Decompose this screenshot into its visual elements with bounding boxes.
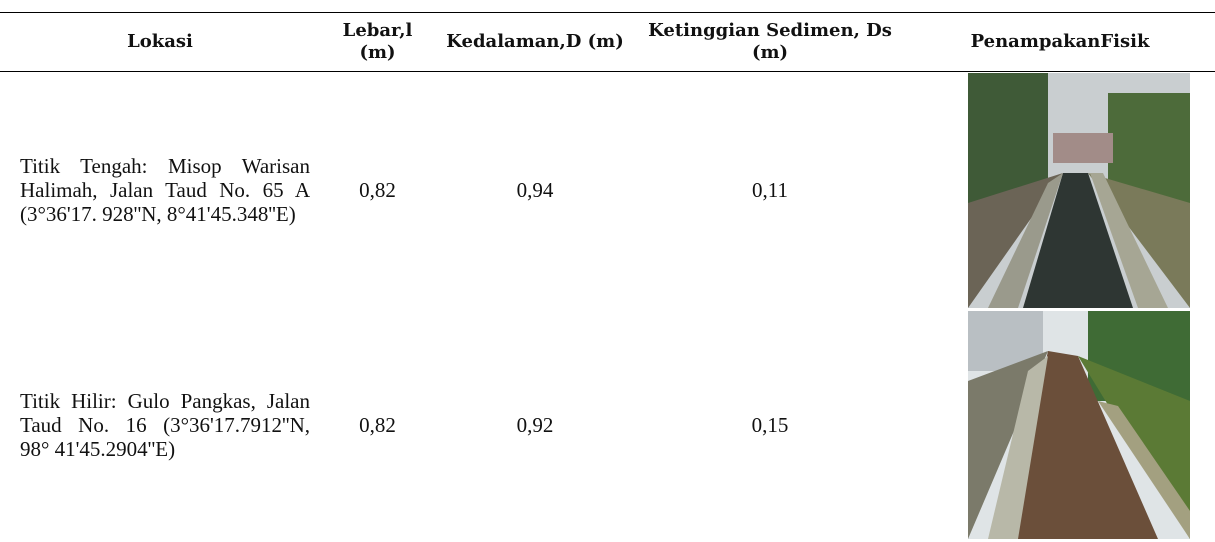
table-row: Titik Hilir: Gulo Pangkas, Jalan Taud No… (0, 309, 1215, 541)
location-cell: Titik Tengah: Misop Warisan Halimah, Jal… (0, 72, 320, 309)
location-cell: Titik Hilir: Gulo Pangkas, Jalan Taud No… (0, 309, 320, 541)
photo-cell (905, 72, 1215, 309)
sediment-cell: 0,11 (635, 72, 905, 309)
photo (968, 311, 1190, 539)
header-cell: Lebar,l (m) (320, 13, 435, 72)
depth-cell: 0,92 (435, 309, 635, 541)
photo (968, 73, 1190, 308)
data-table: Lokasi Lebar,l (m) Kedalaman,D (m) Ketin… (0, 12, 1215, 541)
width-cell: 0,82 (320, 72, 435, 309)
width-cell: 0,82 (320, 309, 435, 541)
table-row: Titik Tengah: Misop Warisan Halimah, Jal… (0, 72, 1215, 309)
header-cell: Lokasi (0, 13, 320, 72)
header-cell: Kedalaman,D (m) (435, 13, 635, 72)
page: Lokasi Lebar,l (m) Kedalaman,D (m) Ketin… (0, 0, 1215, 542)
sediment-cell: 0,15 (635, 309, 905, 541)
photo-cell (905, 309, 1215, 541)
header-row: Lokasi Lebar,l (m) Kedalaman,D (m) Ketin… (0, 13, 1215, 72)
header-cell: PenampakanFisik (905, 13, 1215, 72)
depth-cell: 0,94 (435, 72, 635, 309)
header-cell: Ketinggian Sedimen, Ds (m) (635, 13, 905, 72)
